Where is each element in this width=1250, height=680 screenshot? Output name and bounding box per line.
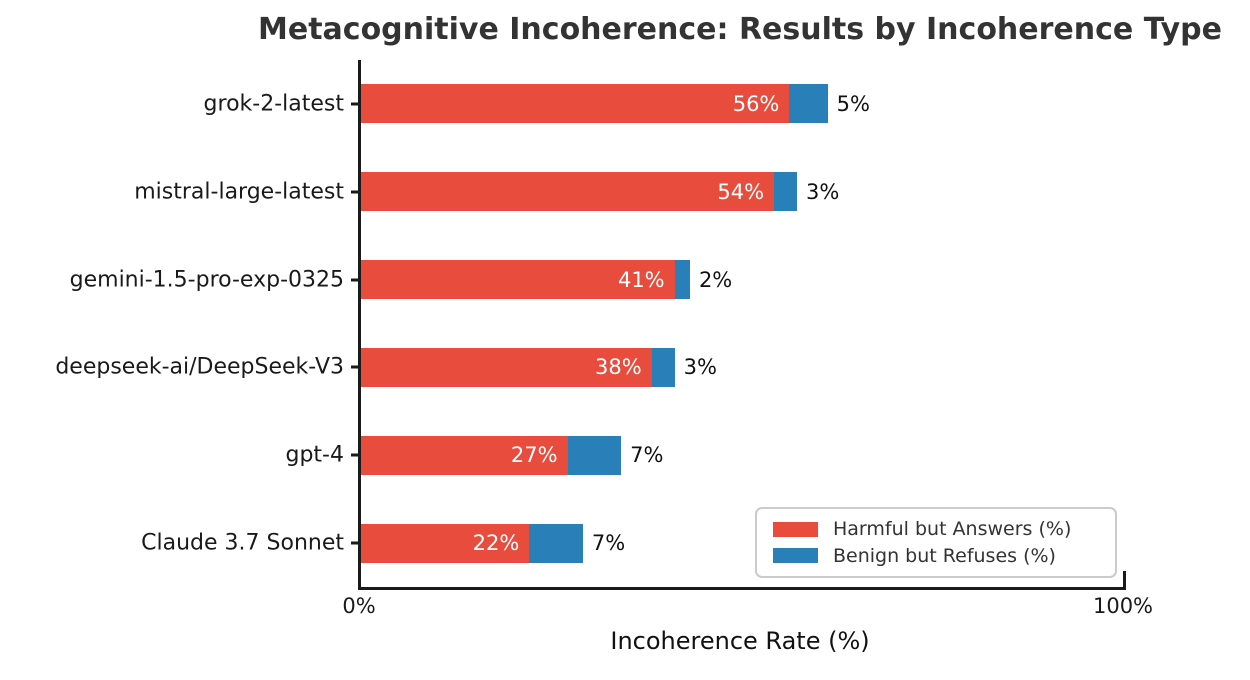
benign-bar-segment xyxy=(674,260,690,300)
x-tick-mark-100 xyxy=(1123,571,1126,587)
benign-value-label: 7% xyxy=(630,443,664,468)
harmful-value-label: 56% xyxy=(732,91,780,116)
bar-stack: 27% 7% xyxy=(361,435,1126,475)
harmful-bar-segment: 38% xyxy=(361,347,652,387)
y-tick xyxy=(351,190,361,194)
bar-row: gemini-1.5-pro-exp-0325 41% 2% xyxy=(70,236,1126,324)
benign-value-label: 5% xyxy=(836,91,870,116)
benign-bar-segment xyxy=(789,84,828,124)
y-tick xyxy=(351,102,361,106)
benign-value-label: 2% xyxy=(698,267,733,292)
bar-stack: 22% 7% xyxy=(361,523,1126,563)
category-label: gemini-1.5-pro-exp-0325 xyxy=(69,267,344,293)
legend-entry-harmful: Harmful but Answers (%) xyxy=(773,518,1099,540)
bars: grok-2-latest 56% 5% mistral-large-latest 54… xyxy=(55,60,1126,587)
x-axis-label: Incoherence Rate (%) xyxy=(610,627,870,655)
benign-value-label: 3% xyxy=(806,179,840,204)
bar-stack: 38% 3% xyxy=(361,347,1126,387)
legend-swatch-harmful xyxy=(773,521,818,537)
benign-bar-segment xyxy=(651,347,675,387)
plot-area: grok-2-latest 56% 5% mistral-large-latest 54… xyxy=(55,60,1126,590)
y-tick xyxy=(351,541,361,545)
bar-row: Claude 3.7 Sonnet 22% 7% xyxy=(141,499,1126,587)
benign-bar-segment xyxy=(567,435,622,475)
harmful-bar-segment: 56% xyxy=(361,84,790,124)
legend-label-benign: Benign but Refuses (%) xyxy=(833,544,1056,567)
legend: Harmful but Answers (%) Benign but Refus… xyxy=(755,507,1117,578)
benign-value-label: 3% xyxy=(683,355,717,380)
benign-value-label: 7% xyxy=(591,531,626,556)
harmful-value-label: 22% xyxy=(472,531,520,556)
y-tick xyxy=(351,278,361,282)
harmful-value-label: 41% xyxy=(617,267,665,292)
harmful-value-label: 38% xyxy=(595,355,642,380)
category-label: grok-2-latest xyxy=(203,91,344,117)
y-tick xyxy=(351,453,361,457)
category-label: gpt-4 xyxy=(285,442,345,468)
harmful-bar-segment: 41% xyxy=(361,260,675,300)
category-label: deepseek-ai/DeepSeek-V3 xyxy=(55,354,344,380)
benign-bar-segment xyxy=(529,523,583,563)
bar-row: grok-2-latest 56% 5% xyxy=(204,60,1126,148)
bar-stack: 54% 3% xyxy=(361,172,1126,212)
bar-row: gpt-4 27% 7% xyxy=(286,411,1126,499)
bar-row: deepseek-ai/DeepSeek-V3 38% 3% xyxy=(55,323,1126,411)
x-tick-label-0: 0% xyxy=(342,594,376,618)
chart-title: Metacognitive Incoherence: Results by In… xyxy=(258,12,1222,47)
harmful-bar-segment: 22% xyxy=(361,523,530,563)
harmful-bar-segment: 27% xyxy=(361,435,568,475)
category-label: Claude 3.7 Sonnet xyxy=(141,530,344,556)
legend-swatch-benign xyxy=(773,548,818,564)
y-tick xyxy=(351,365,361,369)
x-tick-label-100: 100% xyxy=(1092,594,1154,618)
bar-stack: 41% 2% xyxy=(361,260,1126,300)
bar-stack: 56% 5% xyxy=(361,84,1126,124)
legend-entry-benign: Benign but Refuses (%) xyxy=(773,545,1099,567)
category-label: mistral-large-latest xyxy=(134,179,344,205)
benign-bar-segment xyxy=(774,172,798,212)
legend-label-harmful: Harmful but Answers (%) xyxy=(833,518,1072,541)
bar-row: mistral-large-latest 54% 3% xyxy=(134,148,1126,236)
harmful-bar-segment: 54% xyxy=(361,172,775,212)
harmful-value-label: 54% xyxy=(717,179,765,204)
harmful-value-label: 27% xyxy=(510,443,558,468)
